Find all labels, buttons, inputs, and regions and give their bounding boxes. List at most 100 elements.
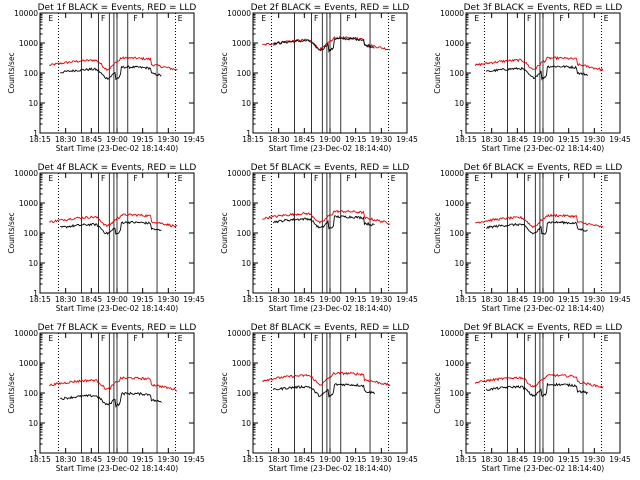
- x-tick-label: 19:00: [319, 135, 341, 144]
- x-tick-label: 18:30: [55, 295, 77, 304]
- subplot-7: Det 7f BLACK = Events, RED = LLD 1 10 100 10…: [7, 323, 205, 473]
- x-axis-label: Start Time (23-Dec-02 18:14:40): [482, 144, 604, 153]
- x-tick-label: 18:15: [242, 295, 264, 304]
- series-events: [60, 65, 162, 81]
- y-tick-label: 100: [237, 389, 252, 398]
- x-tick-label: 18:30: [55, 135, 77, 144]
- series-lld: [474, 373, 604, 389]
- x-tick-label: 19:15: [558, 135, 580, 144]
- x-tick-label: 19:30: [371, 295, 393, 304]
- y-tick-label: 1: [246, 449, 251, 458]
- x-tick-label: 18:15: [455, 135, 477, 144]
- x-tick-label: 19:30: [371, 135, 393, 144]
- interval-marker: E: [391, 334, 396, 343]
- series-lld: [475, 213, 604, 229]
- interval-marker: F: [314, 14, 318, 23]
- x-tick-label: 18:15: [29, 455, 51, 464]
- x-tick-label: 18:45: [507, 135, 529, 144]
- interval-marker: E: [261, 334, 266, 343]
- series-lld: [48, 376, 178, 392]
- y-tick-label: 10: [28, 99, 38, 108]
- y-tick-label: 1: [33, 129, 38, 138]
- series-events: [485, 382, 588, 398]
- x-tick-label: 18:15: [242, 455, 264, 464]
- series-events: [485, 65, 588, 81]
- interval-marker: F: [133, 174, 137, 183]
- x-tick-label: 18:30: [268, 135, 290, 144]
- y-tick-label: 1: [246, 289, 251, 298]
- x-tick-label: 19:15: [345, 455, 367, 464]
- x-tick-label: 19:30: [158, 455, 180, 464]
- interval-marker: F: [101, 174, 105, 183]
- subplot-2: Det 2f BLACK = Events, RED = LLD 1 10 100 10…: [220, 3, 418, 153]
- series-events: [486, 220, 588, 235]
- x-tick-label: 19:15: [132, 135, 154, 144]
- series-lld: [262, 371, 391, 387]
- interval-marker: F: [133, 334, 137, 343]
- x-axis-label: Start Time (23-Dec-02 18:14:40): [269, 144, 391, 153]
- x-tick-label: 18:30: [481, 295, 503, 304]
- y-axis-label: Counts/sec: [220, 372, 229, 413]
- x-tick-label: 19:45: [183, 295, 205, 304]
- x-tick-label: 18:45: [507, 455, 529, 464]
- x-tick-label: 18:15: [455, 295, 477, 304]
- interval-marker: E: [178, 334, 183, 343]
- subplot-title: Det 6f BLACK = Events, RED = LLD: [464, 163, 623, 173]
- x-tick-label: 19:00: [319, 295, 341, 304]
- x-tick-label: 18:15: [242, 135, 264, 144]
- y-tick-label: 1000: [19, 39, 38, 48]
- subplot-title: Det 5f BLACK = Events, RED = LLD: [251, 163, 410, 173]
- interval-marker: F: [346, 14, 350, 23]
- x-tick-label: 18:45: [81, 455, 103, 464]
- series-events: [273, 36, 375, 53]
- y-tick-label: 100: [450, 389, 465, 398]
- y-tick-label: 10: [454, 99, 464, 108]
- x-axis-label: Start Time (23-Dec-02 18:14:40): [269, 304, 391, 313]
- x-tick-label: 19:45: [183, 135, 205, 144]
- y-axis-label: Counts/sec: [433, 52, 442, 93]
- y-tick-label: 10000: [440, 329, 464, 338]
- y-tick-label: 10000: [227, 329, 251, 338]
- x-tick-label: 19:00: [532, 135, 554, 144]
- interval-marker: E: [474, 174, 479, 183]
- x-tick-label: 19:00: [532, 455, 554, 464]
- y-axis-label: Counts/sec: [220, 52, 229, 93]
- interval-marker: F: [314, 334, 318, 343]
- subplot-title: Det 8f BLACK = Events, RED = LLD: [251, 323, 410, 333]
- x-tick-label: 18:45: [294, 135, 316, 144]
- y-tick-label: 1: [459, 129, 464, 138]
- subplot-3: Det 3f BLACK = Events, RED = LLD 1 10 100 10…: [433, 3, 631, 153]
- series-events: [60, 391, 162, 408]
- x-tick-label: 18:30: [268, 455, 290, 464]
- series-events: [60, 220, 162, 235]
- series-lld: [474, 55, 604, 72]
- interval-marker: E: [604, 14, 609, 23]
- y-tick-label: 1: [459, 449, 464, 458]
- y-tick-label: 10: [454, 259, 464, 268]
- subplot-1: Det 1f BLACK = Events, RED = LLD 1 10 100 10…: [7, 3, 205, 153]
- x-tick-label: 19:45: [396, 455, 418, 464]
- interval-marker: E: [178, 14, 183, 23]
- x-tick-label: 19:00: [106, 455, 128, 464]
- x-axis-label: Start Time (23-Dec-02 18:14:40): [56, 144, 178, 153]
- subplot-8: Det 8f BLACK = Events, RED = LLD 1 10 100 10…: [220, 323, 418, 473]
- x-tick-label: 19:45: [609, 135, 631, 144]
- x-tick-label: 18:15: [29, 295, 51, 304]
- interval-marker: E: [48, 174, 53, 183]
- series-lld: [49, 213, 178, 228]
- x-tick-label: 19:45: [183, 455, 205, 464]
- series-lld: [262, 209, 391, 225]
- y-tick-label: 10: [454, 419, 464, 428]
- x-tick-label: 18:30: [481, 455, 503, 464]
- y-axis-label: Counts/sec: [7, 372, 16, 413]
- x-tick-label: 18:30: [268, 295, 290, 304]
- subplot-title: Det 4f BLACK = Events, RED = LLD: [38, 163, 197, 173]
- interval-marker: E: [474, 14, 479, 23]
- y-tick-label: 10: [28, 259, 38, 268]
- series-lld: [48, 56, 178, 71]
- y-tick-label: 100: [237, 69, 252, 78]
- x-axis-label: Start Time (23-Dec-02 18:14:40): [482, 304, 604, 313]
- x-tick-label: 19:00: [319, 455, 341, 464]
- interval-marker: E: [604, 174, 609, 183]
- y-tick-label: 1: [246, 129, 251, 138]
